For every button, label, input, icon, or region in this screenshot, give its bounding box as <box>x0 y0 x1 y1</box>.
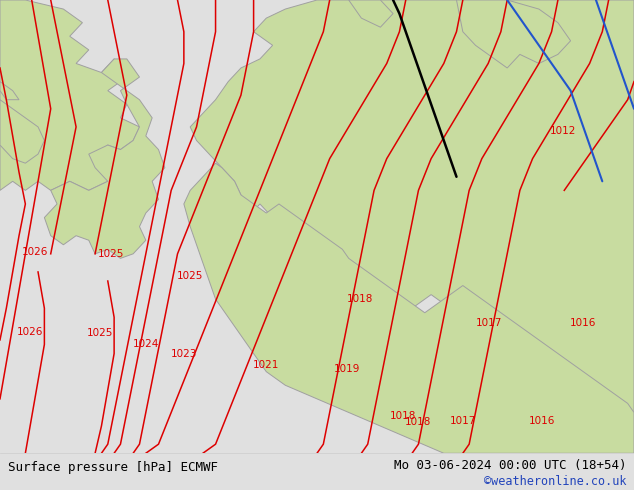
Text: 1025: 1025 <box>98 249 124 259</box>
Text: 1025: 1025 <box>177 271 204 281</box>
Polygon shape <box>0 0 139 191</box>
Text: 1025: 1025 <box>87 328 113 338</box>
Text: 1018: 1018 <box>347 294 373 304</box>
Polygon shape <box>349 0 393 27</box>
Polygon shape <box>0 82 19 99</box>
Text: 1018: 1018 <box>405 417 432 427</box>
Text: 1019: 1019 <box>334 365 361 374</box>
Polygon shape <box>184 163 634 453</box>
Polygon shape <box>456 0 571 68</box>
Text: 1021: 1021 <box>253 360 280 370</box>
Text: 1017: 1017 <box>450 416 476 426</box>
Text: Mo 03-06-2024 00:00 UTC (18+54): Mo 03-06-2024 00:00 UTC (18+54) <box>394 459 626 471</box>
Text: 1026: 1026 <box>22 246 48 257</box>
Text: 1026: 1026 <box>17 327 44 337</box>
Text: 1016: 1016 <box>529 416 555 426</box>
Polygon shape <box>190 0 634 440</box>
Text: 1023: 1023 <box>171 349 197 360</box>
Text: 1024: 1024 <box>133 340 159 349</box>
Text: ©weatheronline.co.uk: ©weatheronline.co.uk <box>484 475 626 489</box>
Text: 1017: 1017 <box>476 318 503 328</box>
Text: 1012: 1012 <box>550 126 576 136</box>
Text: 1018: 1018 <box>389 411 416 421</box>
Text: Surface pressure [hPa] ECMWF: Surface pressure [hPa] ECMWF <box>8 461 217 474</box>
Polygon shape <box>0 99 44 163</box>
Text: 1016: 1016 <box>570 318 597 328</box>
Polygon shape <box>44 59 165 258</box>
